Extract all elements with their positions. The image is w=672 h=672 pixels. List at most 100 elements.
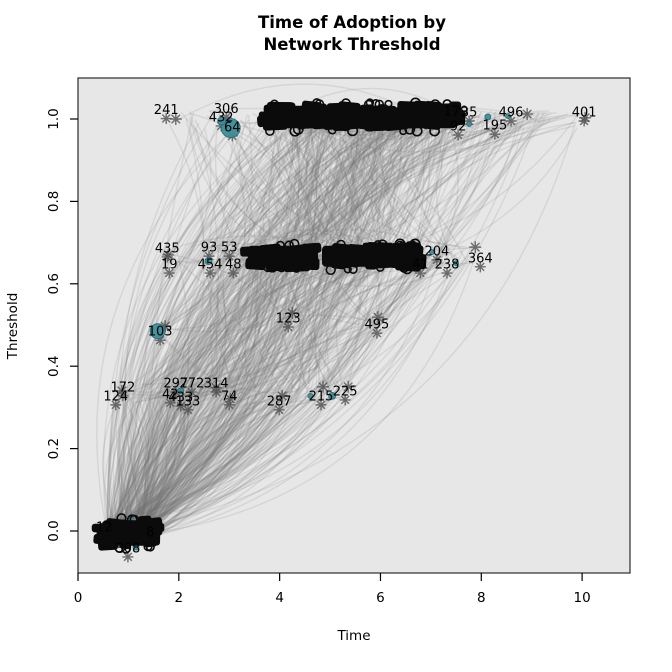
edge-curve [125,126,313,547]
edge-curve [133,123,409,536]
edge-curve [111,260,404,531]
edge-curve [133,264,448,528]
edge-curve [105,256,259,537]
edge-curve [112,115,309,536]
node-label: 93 [201,241,218,256]
edge-curve [125,254,309,536]
edge-curve [122,118,394,526]
edge-curve [208,248,358,395]
edge-curve [210,119,412,249]
edge-curve [120,256,364,533]
edge-curve [133,122,433,543]
edge-curve [124,250,282,547]
edge-curve [273,246,470,392]
node-label: 48 [225,258,242,273]
node-label: 124 [103,389,128,404]
edge-curve [118,261,375,543]
edge-curve [136,384,273,530]
edge-curve [119,257,330,523]
edge-curve [159,127,342,329]
edge-curve [168,123,205,254]
x-tick-label: 2 [175,590,184,606]
cluster-ring [404,123,416,135]
edge-curve [106,113,356,521]
edge-curve [415,112,520,265]
edge-curve [145,122,353,537]
edge-curve [122,128,219,536]
edge-curve [123,396,239,531]
y-tick-label: 0.6 [46,273,62,294]
edge-curve [126,122,368,544]
edge-curve [148,126,301,542]
edge-curve [133,126,434,539]
edge-curve [111,260,324,537]
edge-curve [147,247,190,533]
edge-curve [149,116,515,528]
node-label: 495 [365,318,390,333]
axes-layer: 0 2 4 6 8 10 0.0 0.2 0.4 0.6 0.8 1.0 [46,108,591,606]
edge-curve [127,128,347,520]
edge-curve [113,115,326,539]
x-axis-title: Time [336,628,370,644]
edge-curve [116,264,273,541]
edge-curve [125,124,416,530]
edge-curve [339,125,381,256]
edge-curve [105,391,316,526]
edge-curve [115,261,383,542]
edge-curve [350,121,378,251]
edge-curve [334,120,376,252]
edge-curve [128,257,367,532]
node-label: 433 [168,391,193,406]
edge-curve [134,256,256,534]
edge-curve [117,113,271,548]
edge-curve [312,111,435,258]
cluster-ring [289,238,300,250]
edge-curve [128,125,369,524]
edge-curve [330,122,368,249]
edge-curve [159,314,376,384]
edge-curve [130,256,196,527]
edge-curve [167,251,253,401]
edge-curve [287,127,316,259]
edge-curve [116,263,370,530]
edge-curve [132,250,326,404]
edge-curve [149,387,301,522]
edge-curve [311,122,361,249]
edge-curve [106,262,355,548]
edge-curve [333,116,363,254]
edge-curve [137,382,253,529]
edge-curve [136,395,183,529]
edge-curve [107,110,327,532]
cluster-ring [347,125,359,137]
edge-curve [159,123,325,334]
edge-curve [185,118,205,392]
teal-node [428,249,435,255]
edge-curve [118,117,335,526]
teal-node [204,257,213,266]
edge-curve [148,251,261,534]
node-label: 41 [412,258,429,273]
teal-node [220,118,241,138]
edge-curve [122,111,482,532]
edge-curve [122,250,453,536]
node-label: 225 [333,384,358,399]
edge-curve [131,253,333,529]
dense-cluster-blob [247,251,268,267]
edge-curve [182,263,286,398]
edge-curve [142,121,358,540]
edge-curve [188,128,212,258]
edge-curve [211,114,394,399]
node-marker [578,115,590,127]
edge-curve [134,121,280,525]
edge-curve [287,112,403,260]
edge-curve [218,127,328,253]
edge-curve [132,263,354,532]
cluster-ring [143,542,153,552]
edge-curve [287,116,377,317]
edge-curve [215,127,377,248]
edge-curve [446,262,474,266]
cluster-ring [336,239,346,250]
edge-curve [238,114,280,260]
node-marker [505,115,517,127]
edge-curve [270,116,417,261]
